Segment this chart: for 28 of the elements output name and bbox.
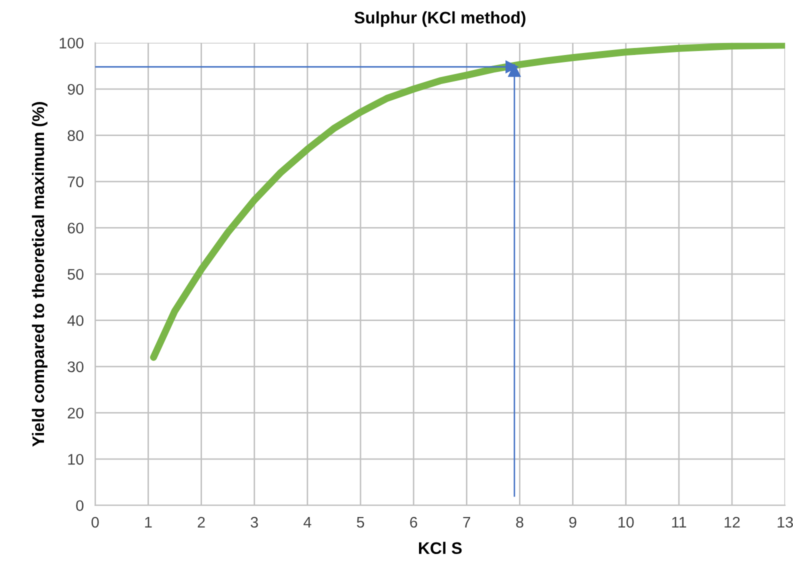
y-tick-label: 100 <box>60 38 84 49</box>
x-tick-label: 10 <box>618 516 634 528</box>
y-tick-label: 10 <box>68 454 84 465</box>
x-tick-label: 12 <box>724 516 740 528</box>
x-tick-label: 6 <box>410 516 418 528</box>
x-axis-title: KCl S <box>419 542 462 554</box>
y-axis-title: Yield compared to theoretical maximum (%) <box>32 102 48 447</box>
x-tick-label: 3 <box>250 516 258 528</box>
y-tick-label: 80 <box>68 130 84 142</box>
y-tick-label: 30 <box>68 361 84 372</box>
x-tick-label: 2 <box>198 516 205 528</box>
x-tick-label: 11 <box>672 517 686 528</box>
x-tick-label: 0 <box>92 516 99 528</box>
chart-title: Sulphur (KCl method) <box>354 11 526 27</box>
x-tick-label: 5 <box>356 517 364 528</box>
y-tick-label: 50 <box>68 268 84 280</box>
x-tick-label: 7 <box>463 517 470 528</box>
x-tick-label: 8 <box>516 516 524 528</box>
y-tick-label: 20 <box>68 408 84 419</box>
y-tick-label: 90 <box>68 84 84 95</box>
x-tick-label: 9 <box>569 516 576 528</box>
y-tick-label: 60 <box>68 222 84 234</box>
x-tick-label: 13 <box>778 516 793 528</box>
y-tick-label: 70 <box>68 176 84 188</box>
x-tick-label: 1 <box>145 517 152 528</box>
y-tick-label: 40 <box>67 315 84 326</box>
y-tick-label: 0 <box>76 500 84 512</box>
x-tick-label: 4 <box>304 517 312 528</box>
